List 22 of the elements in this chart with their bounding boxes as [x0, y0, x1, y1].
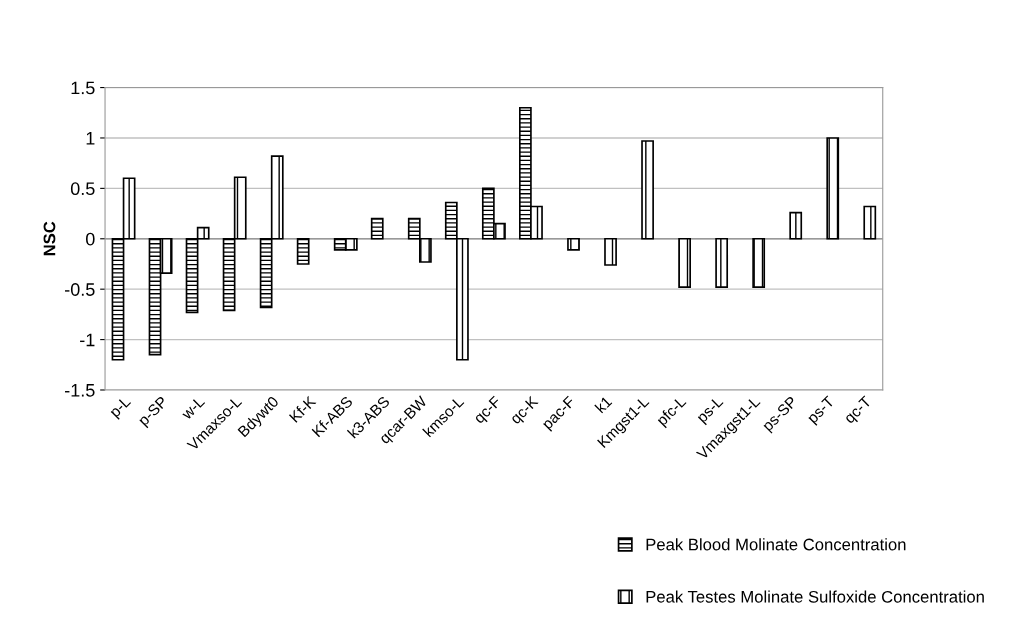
bar: [604, 237, 617, 266]
y-axis-title: NSC: [43, 221, 56, 256]
bar: [567, 237, 580, 251]
bar: [715, 237, 729, 288]
y-tick-label: 1: [86, 132, 95, 145]
y-tick-label: 1.5: [71, 81, 95, 95]
y-tick-label: 0.5: [70, 182, 95, 196]
y-tick-label: -1.5: [65, 384, 95, 397]
bar: [863, 205, 877, 240]
x-tick-label: p-L: [109, 395, 134, 420]
legend-label: Peak Blood Molinate Concentration: [646, 538, 906, 551]
y-tick-label: 0: [85, 232, 95, 246]
bar: [641, 140, 654, 240]
y-tick-label: -0.5: [65, 283, 95, 296]
bar: [370, 217, 384, 240]
bar: [789, 211, 803, 240]
bar: [826, 137, 840, 240]
bar: [296, 237, 310, 265]
bar: [678, 237, 692, 288]
legend-label: Peak Testes Molinate Sulfoxide Concentration: [646, 590, 984, 603]
y-tick-label: -1: [80, 333, 95, 347]
bar: [752, 237, 766, 288]
